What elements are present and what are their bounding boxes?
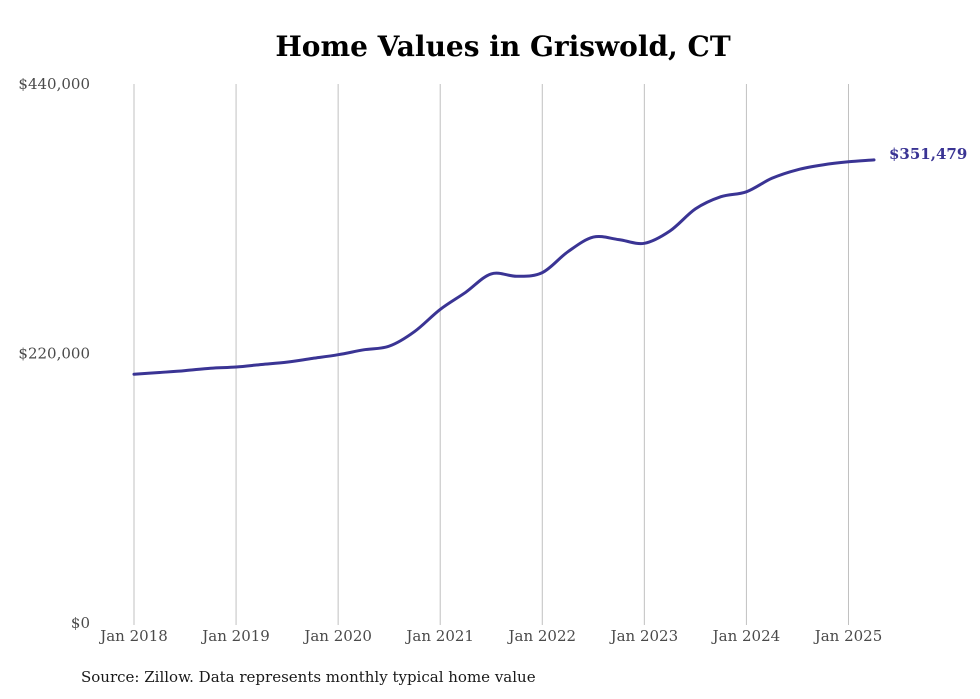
y-tick-label: $0 — [71, 614, 90, 632]
source-note: Source: Zillow. Data represents monthly … — [81, 668, 536, 686]
series-layer — [132, 158, 876, 376]
x-tick-label: Jan 2018 — [98, 627, 168, 645]
gridlines — [133, 84, 849, 625]
x-tick-label: Jan 2025 — [813, 627, 883, 645]
x-tick-label: Jan 2021 — [404, 627, 474, 645]
x-tick-label: Jan 2022 — [506, 627, 576, 645]
x-tick-label: Jan 2024 — [711, 627, 781, 645]
home-value-line — [132, 158, 876, 376]
x-axis-ticks: Jan 2018 Jan 2019 Jan 2020 Jan 2021 Jan 2022… — [98, 627, 882, 645]
x-tick-label: Jan 2019 — [200, 627, 270, 645]
end-label-layer: $351,479 — [889, 145, 967, 163]
end-value-label: $351,479 — [889, 145, 967, 163]
chart-title: Home Values in Griswold, CT — [275, 30, 731, 63]
x-tick-label: Jan 2020 — [302, 627, 372, 645]
y-axis-ticks: $0 $220,000 $440,000 — [18, 75, 90, 632]
x-tick-label: Jan 2023 — [609, 627, 679, 645]
y-tick-label: $440,000 — [18, 75, 90, 93]
y-tick-label: $220,000 — [18, 345, 90, 363]
